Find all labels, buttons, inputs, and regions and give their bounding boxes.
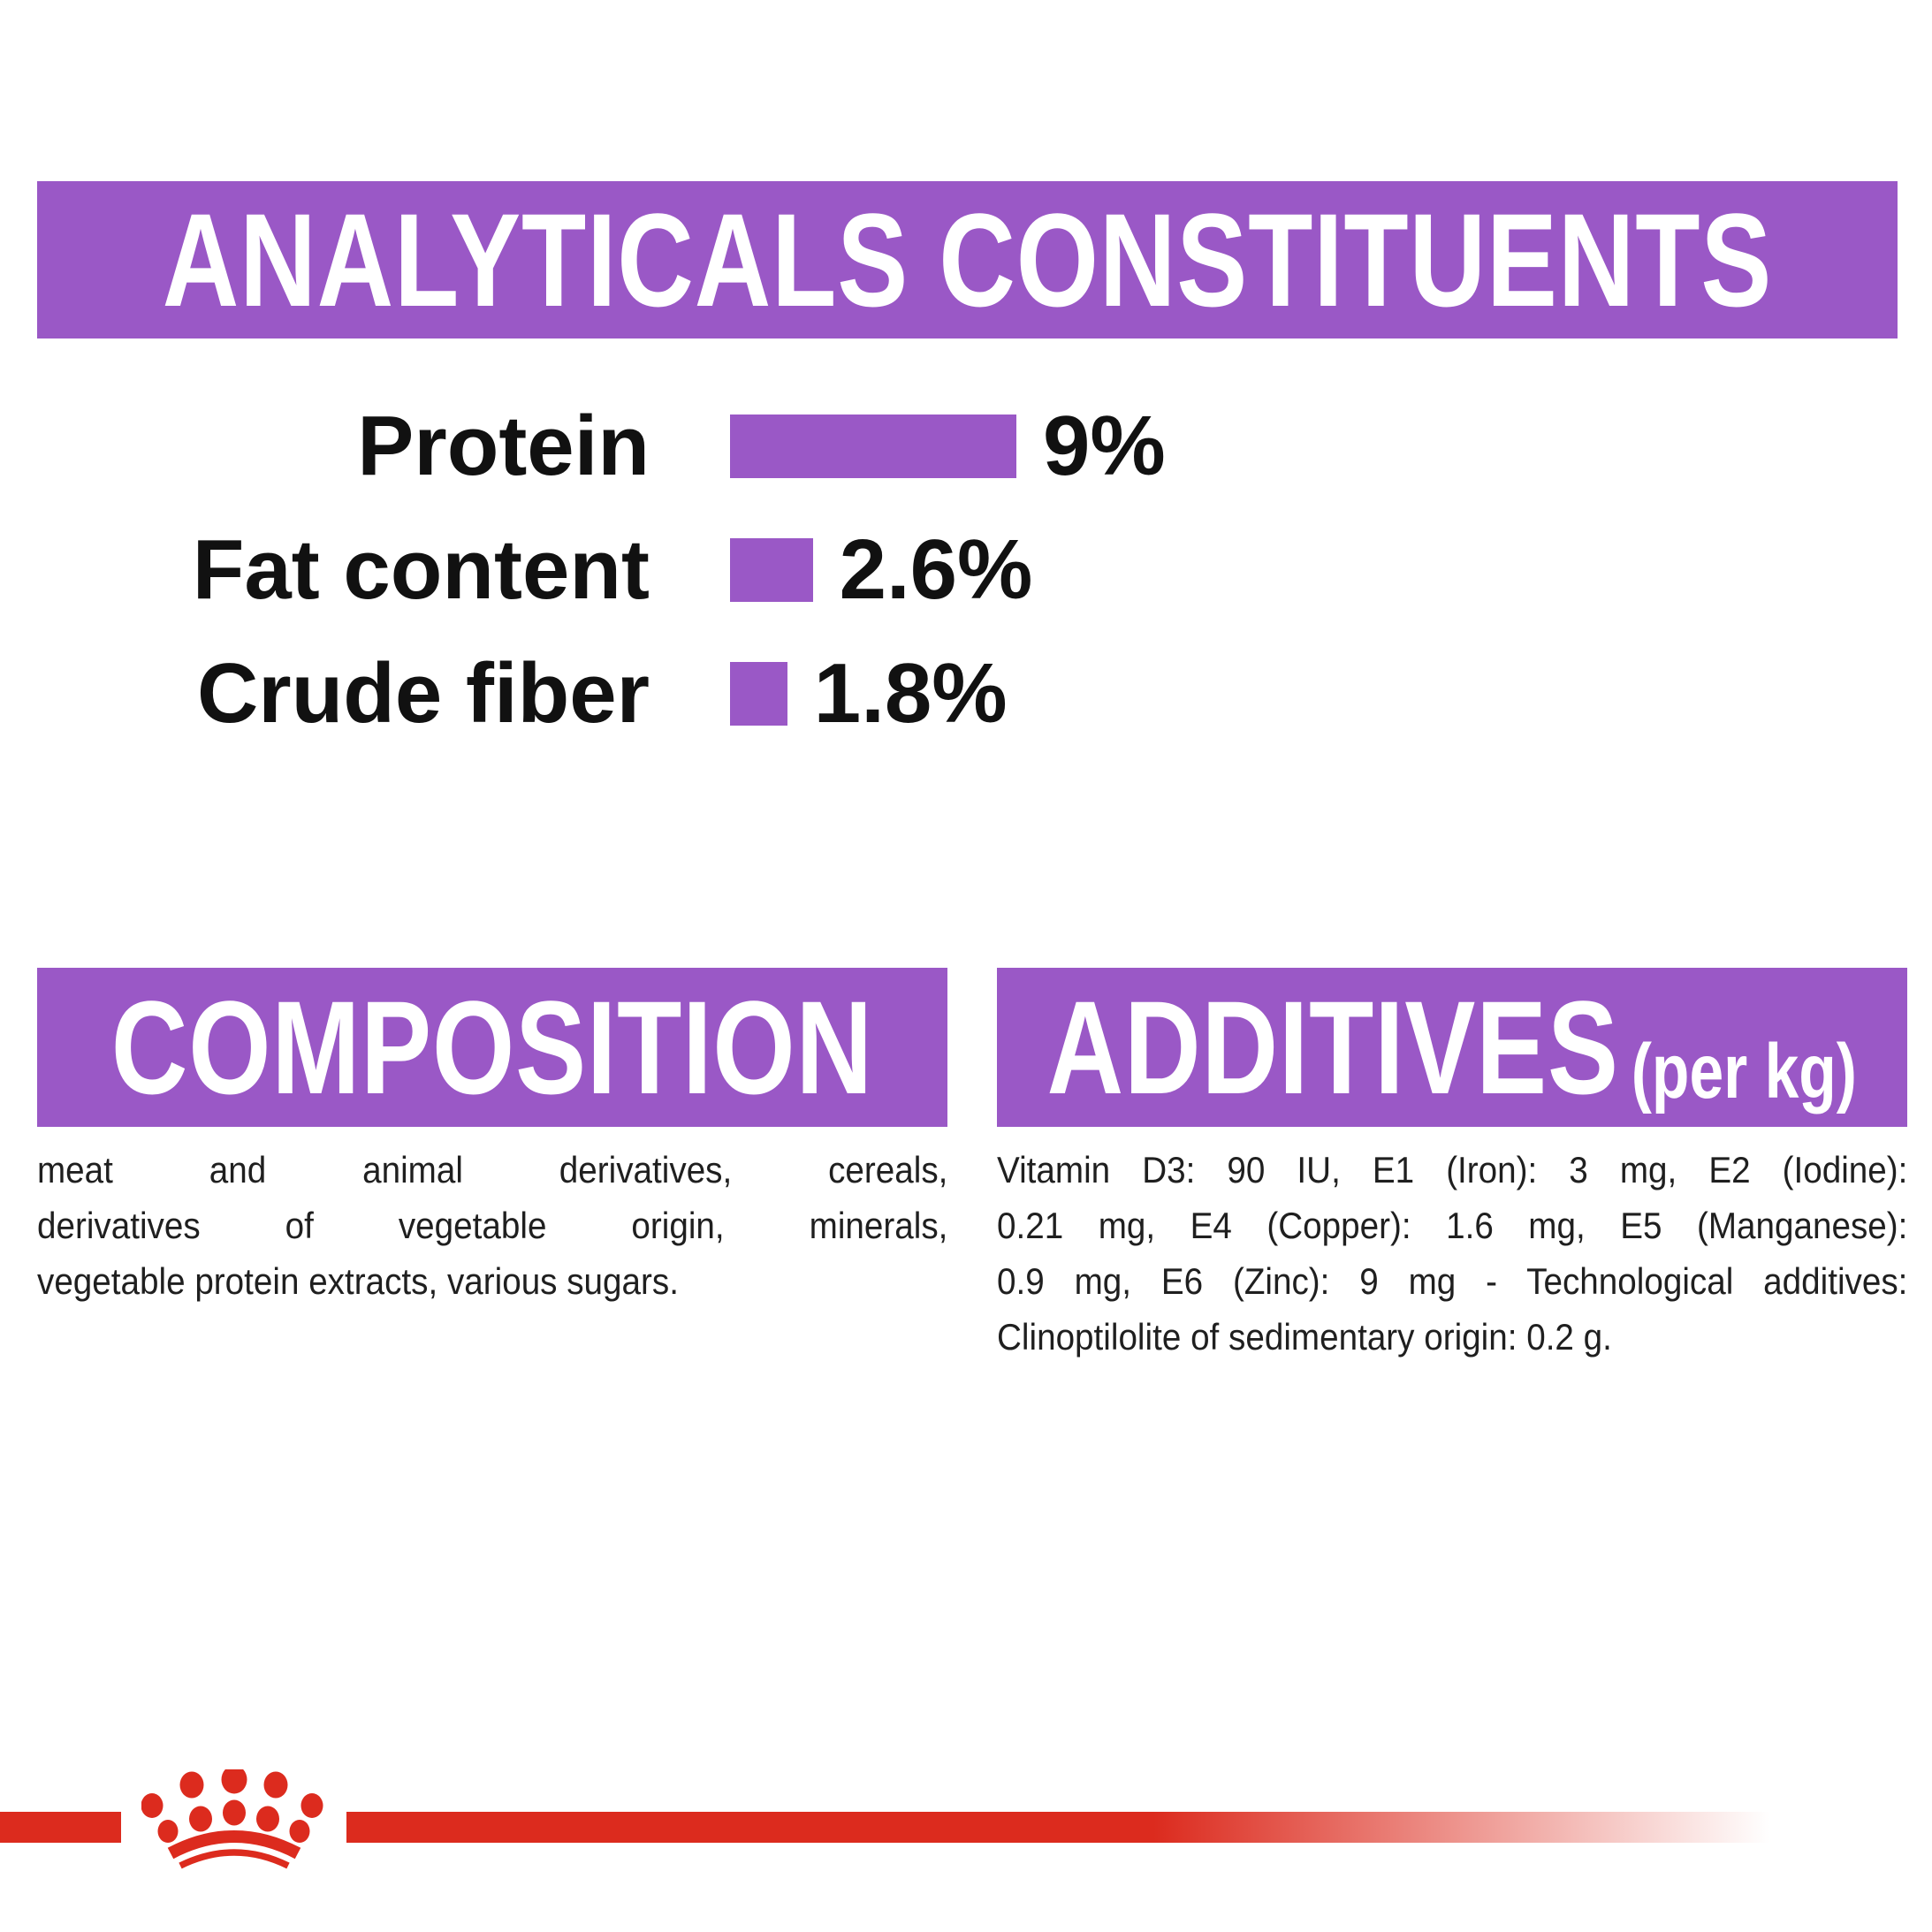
chart-value-label: 1.8% bbox=[813, 646, 1008, 741]
additives-title-main: ADDITIVES bbox=[1046, 973, 1620, 1122]
analyticals-title: ANALYTICALS CONSTITUENTS bbox=[162, 186, 1773, 334]
composition-text-line: derivatives of vegetable origin, mineral… bbox=[37, 1205, 948, 1246]
composition-text-line: vegetable protein extracts, various suga… bbox=[37, 1260, 679, 1302]
analyticals-banner: ANALYTICALS CONSTITUENTS bbox=[37, 181, 1898, 338]
chart-value-label: 2.6% bbox=[839, 522, 1033, 617]
chart-row: Protein 9% bbox=[37, 384, 1540, 508]
additives-per-kg: (per kg) bbox=[1631, 1029, 1858, 1115]
chart-bar bbox=[730, 415, 1016, 478]
additives-text: Vitamin D3: 90 IU, E1 (Iron): 3 mg, E2 (… bbox=[997, 1142, 1907, 1365]
royal-canin-crown-logo bbox=[141, 1769, 323, 1869]
additives-banner: ADDITIVES (per kg) bbox=[997, 968, 1907, 1127]
composition-banner: COMPOSITION bbox=[37, 968, 947, 1127]
chart-value-label: 9% bbox=[1043, 399, 1166, 493]
chart-category-label: Fat content bbox=[192, 522, 650, 617]
chart-bar bbox=[730, 538, 813, 602]
chart-category-label: Protein bbox=[357, 399, 650, 493]
brand-stripe-left bbox=[0, 1812, 121, 1843]
composition-text: meat and animal derivatives, cereals, de… bbox=[37, 1142, 947, 1309]
composition-text-line: meat and animal derivatives, cereals, bbox=[37, 1149, 948, 1190]
additives-text-line: Vitamin D3: 90 IU, E1 (Iron): 3 mg, E2 (… bbox=[997, 1149, 1908, 1190]
brand-stripe-right bbox=[346, 1812, 1814, 1843]
chart-category-label: Crude fiber bbox=[196, 646, 650, 741]
composition-title: COMPOSITION bbox=[110, 973, 874, 1122]
chart-row: Fat content 2.6% bbox=[37, 508, 1540, 632]
chart-row: Crude fiber 1.8% bbox=[37, 632, 1540, 756]
additives-text-line: 0.9 mg, E6 (Zinc): 9 mg - Technological … bbox=[997, 1260, 1908, 1302]
additives-title: ADDITIVES (per kg) bbox=[1047, 981, 1857, 1114]
additives-text-line: 0.21 mg, E4 (Copper): 1.6 mg, E5 (Mangan… bbox=[997, 1205, 1908, 1246]
chart-bar bbox=[730, 662, 787, 726]
additives-text-line: Clinoptilolite of sedimentary origin: 0.… bbox=[997, 1316, 1612, 1358]
